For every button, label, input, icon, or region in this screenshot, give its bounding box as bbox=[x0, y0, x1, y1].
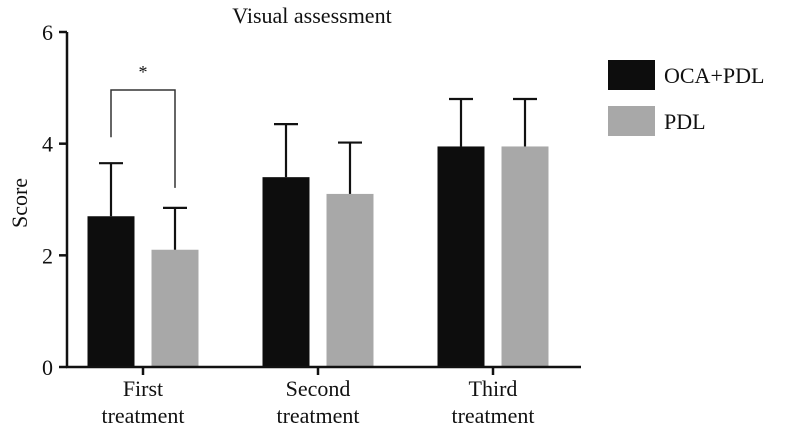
legend: OCA+PDL PDL bbox=[608, 60, 764, 136]
x-tick-label: treatment bbox=[451, 403, 534, 428]
y-tick-label: 2 bbox=[42, 243, 53, 268]
significance-bracket bbox=[110, 89, 176, 188]
legend-swatch-pdl bbox=[608, 106, 655, 136]
legend-swatch-oca-pdl bbox=[608, 60, 655, 90]
legend-label-pdl: PDL bbox=[664, 109, 706, 134]
x-tick-label: treatment bbox=[101, 403, 184, 428]
x-tick-label: Third bbox=[469, 376, 518, 401]
bar-oca-pdl-1 bbox=[87, 216, 135, 367]
bar-pdl-1 bbox=[151, 249, 199, 367]
y-tick-label: 6 bbox=[42, 20, 53, 45]
y-axis-label: Score bbox=[7, 178, 32, 228]
x-tick-label: First bbox=[123, 376, 163, 401]
y-tick-label: 4 bbox=[42, 132, 53, 157]
x-tick-label: treatment bbox=[276, 403, 359, 428]
plot-area: 0246FirsttreatmentSecondtreatmentThirdtr… bbox=[42, 20, 581, 428]
legend-label-oca-pdl: OCA+PDL bbox=[664, 63, 764, 88]
significance-marker: * bbox=[139, 62, 148, 82]
x-tick-label: Second bbox=[286, 376, 351, 401]
bar-oca-pdl-3 bbox=[437, 146, 485, 367]
bar-pdl-2 bbox=[326, 193, 374, 367]
y-tick-label: 0 bbox=[42, 355, 53, 380]
bar-pdl-3 bbox=[501, 146, 549, 367]
bar-oca-pdl-2 bbox=[262, 177, 310, 367]
chart-title: Visual assessment bbox=[232, 3, 391, 28]
